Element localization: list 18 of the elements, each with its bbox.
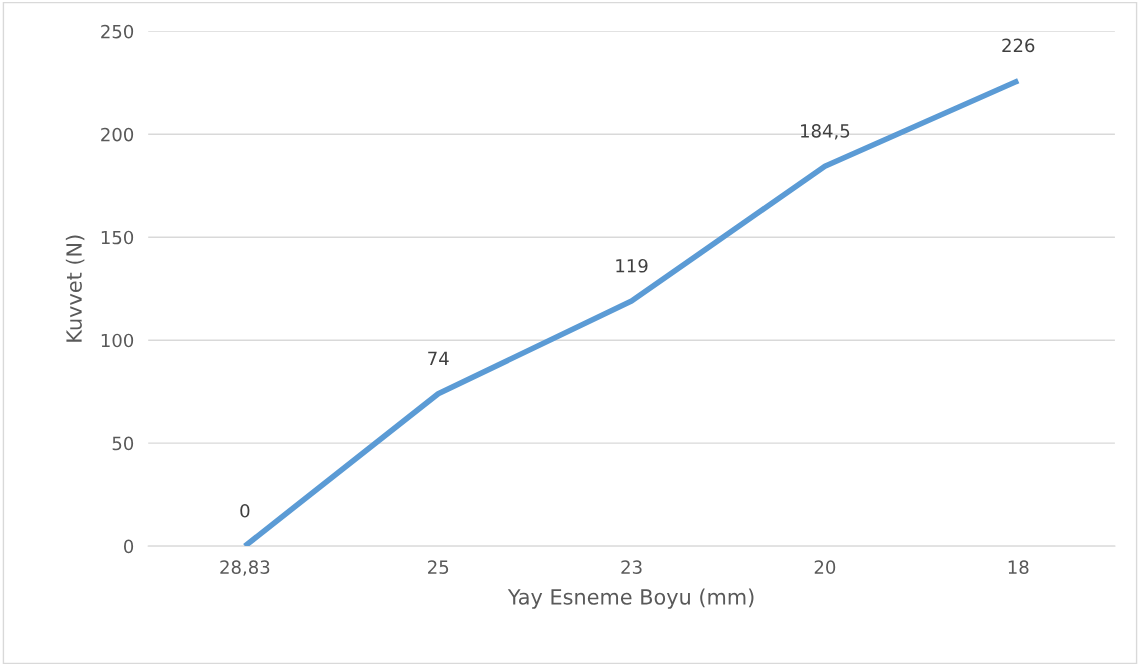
x-tick-label: 28,83 xyxy=(220,560,270,576)
y-tick-label: 150 xyxy=(101,230,134,245)
data-label: 226 xyxy=(1002,38,1035,53)
data-label: 119 xyxy=(616,258,648,273)
x-tick-label: 18 xyxy=(1008,560,1029,574)
x-tick-label: 20 xyxy=(814,560,836,574)
y-tick-label: 0 xyxy=(124,539,134,554)
data-label: 0 xyxy=(240,503,250,518)
x-axis-title: Yay Esneme Boyu (mm) xyxy=(507,588,754,609)
data-label: 184,5 xyxy=(801,124,850,140)
y-axis-title: Kuvvet (N) xyxy=(65,235,85,342)
x-tick-label: 23 xyxy=(621,560,642,574)
data-label: 74 xyxy=(428,351,449,365)
y-tick-label: 100 xyxy=(101,333,134,348)
y-tick-label: 250 xyxy=(101,24,134,39)
x-tick-label: 25 xyxy=(428,560,449,574)
y-tick-label: 50 xyxy=(112,436,134,451)
y-tick-label: 200 xyxy=(101,127,134,142)
